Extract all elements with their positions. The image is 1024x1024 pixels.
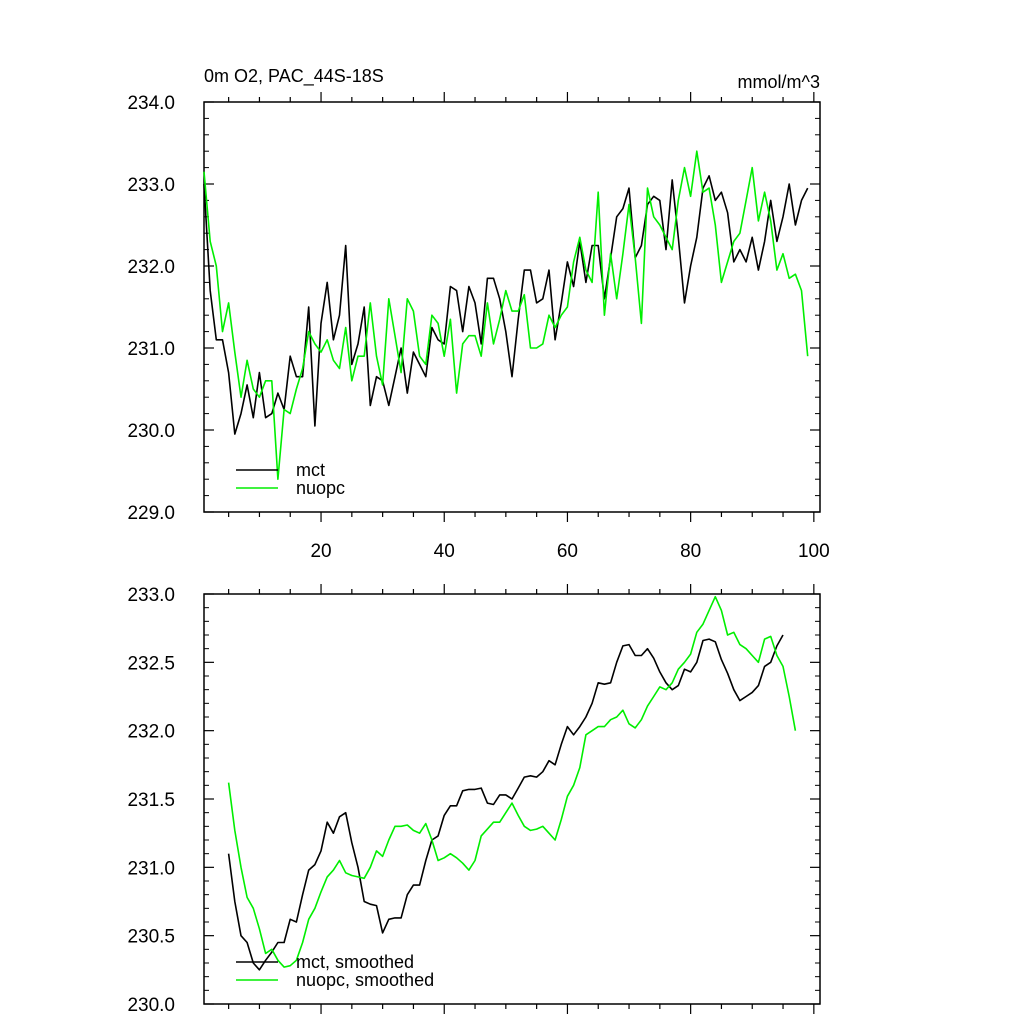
y-tick-label: 230.5: [127, 927, 175, 948]
series-line-mct-smoothed: [227, 634, 784, 971]
y-tick-label: 230.0: [127, 421, 175, 442]
series-line-nuopc: [203, 150, 809, 481]
chart-units: mmol/m^3: [738, 72, 820, 92]
legend-label: mct, smoothed: [296, 952, 414, 972]
x-tick-label: 100: [798, 541, 830, 562]
y-tick-label: 231.5: [127, 790, 175, 811]
y-tick-label: 233.0: [127, 585, 175, 606]
y-tick-label: 231.0: [127, 858, 175, 879]
plot-frame-top: [203, 101, 821, 513]
x-tick-label: 20: [310, 541, 331, 562]
y-tick-label: 232.5: [127, 653, 175, 674]
y-tick-label: 234.0: [127, 93, 175, 114]
y-tick-label: 233.0: [127, 175, 175, 196]
legend-label: nuopc: [296, 478, 345, 498]
bottom-panel: 230.0 230.5 231.0 231.5 232.0 232.5 233.0 mct, …: [127, 584, 821, 1016]
chart-title: 0m O2, PAC_44S-18S: [204, 66, 384, 87]
legend-label: mct: [296, 460, 325, 480]
y-tick-label: 230.0: [127, 995, 175, 1016]
legend-label: nuopc, smoothed: [296, 970, 434, 990]
top-panel: 0m O2, PAC_44S-18S mmol/m^3 229.0 230.0 23…: [127, 66, 829, 562]
x-tick-label: 40: [434, 541, 455, 562]
x-tick-label: 60: [557, 541, 578, 562]
y-tick-label: 231.0: [127, 339, 175, 360]
y-tick-label: 232.0: [127, 257, 175, 278]
y-tick-label: 229.0: [127, 503, 175, 524]
x-tick-label: 80: [680, 541, 701, 562]
y-tick-label: 232.0: [127, 722, 175, 743]
series-line-nuopc-smoothed: [227, 595, 797, 968]
